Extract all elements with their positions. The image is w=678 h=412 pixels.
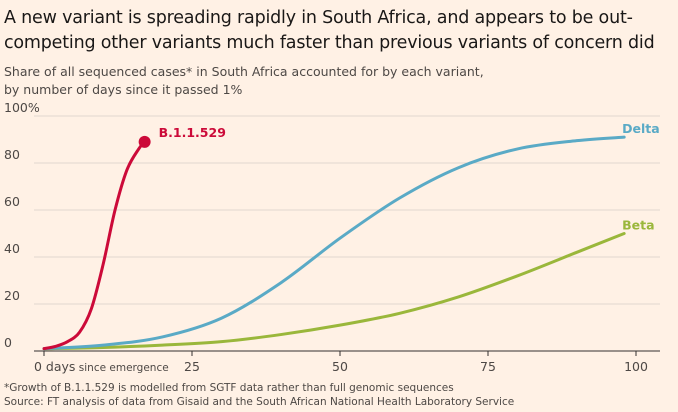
x-tick-label: 50 [332,359,348,374]
x-tick-label-suffix: since emergence [75,362,168,374]
subtitle-line-2: by number of days since it passed 1% [4,82,243,97]
series-line-delta [42,135,626,351]
x-tick-label: 25 [184,359,200,374]
chart-title: A new variant is spreading rapidly in So… [4,8,655,53]
y-tick-label: 0 [4,335,12,350]
series-label-delta: Delta [622,121,660,136]
x-tick-label: 75 [480,359,496,374]
y-tick-label: 20 [4,288,20,303]
series-label-b-1-1-529: B.1.1.529 [159,125,226,140]
subtitle-line-1: Share of all sequenced cases* in South A… [4,64,484,79]
source-note: Source: FT analysis of data from Gisaid … [4,396,515,408]
grid-layer [34,115,660,356]
footnote: *Growth of B.1.1.529 is modelled from SG… [4,382,454,394]
x-tick-label: 0 days since emergence [34,359,169,374]
series-layer [42,135,626,351]
x-tick-label: 100 [624,359,648,374]
series-label-beta: Beta [622,218,654,233]
y-tick-label: 60 [4,194,20,209]
series-line-b-1-1-529 [42,140,147,351]
y-tick-label: 100% [4,100,40,115]
series-line-beta [42,232,626,351]
chart-subtitle: Share of all sequenced cases* in South A… [4,63,676,99]
label-layer: 0 20 40 60 80 100% 0 days since emergence 25 50 7… [4,100,660,374]
y-tick-label: 80 [4,147,20,162]
y-tick-label: 40 [4,241,20,256]
series-end-marker-b-1-1-529 [138,135,151,148]
